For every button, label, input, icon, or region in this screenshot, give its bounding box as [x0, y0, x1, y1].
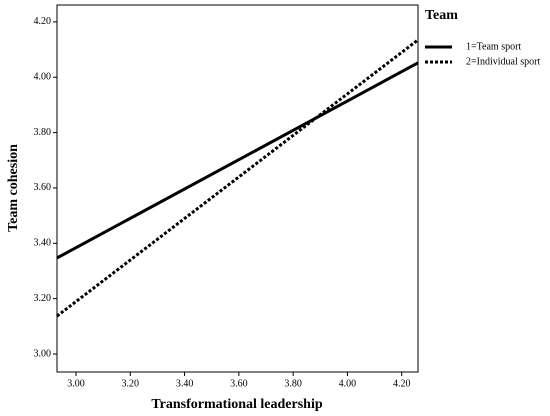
x-tick-label: 3.60 — [230, 378, 248, 389]
plot-frame — [56, 4, 419, 373]
y-tick-label: 4.00 — [34, 72, 52, 83]
x-axis-label: Transformational leadership — [151, 397, 322, 412]
y-axis-label: Team cohesion — [6, 144, 21, 232]
y-tick-label: 3.20 — [34, 293, 52, 304]
series-line — [56, 38, 419, 318]
y-tick-label: 3.60 — [34, 182, 52, 193]
x-tick-label: 3.40 — [176, 378, 194, 389]
legend-label: 2=Individual sport — [466, 56, 540, 67]
x-tick-label: 3.80 — [284, 378, 302, 389]
y-tick-label: 3.00 — [34, 348, 52, 359]
y-tick-label: 3.80 — [34, 127, 52, 138]
x-tick-label: 3.20 — [122, 378, 140, 389]
legend-title: Team — [425, 8, 458, 23]
x-tick-label: 4.00 — [339, 378, 357, 389]
legend-label: 1=Team sport — [466, 41, 521, 52]
x-tick-label: 3.00 — [67, 378, 85, 389]
x-tick-label: 4.20 — [393, 378, 411, 389]
y-tick-label: 4.20 — [34, 16, 52, 27]
y-tick-label: 3.40 — [34, 238, 52, 249]
series-line — [56, 61, 419, 260]
